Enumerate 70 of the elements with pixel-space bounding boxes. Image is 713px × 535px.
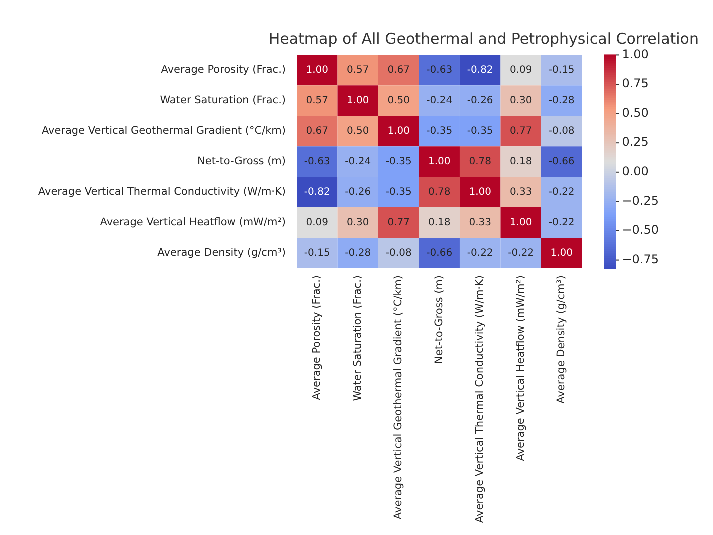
data-label: 0.77 <box>510 126 532 137</box>
color-bar-label: 0.75 <box>622 76 649 91</box>
data-label: 0.33 <box>510 186 532 198</box>
x-tick-label: Average Density (g/cm³) <box>556 276 568 404</box>
data-label: 1.00 <box>550 248 573 259</box>
data-label: -0.63 <box>426 65 453 76</box>
data-label: 0.67 <box>388 65 410 76</box>
data-label: 0.77 <box>388 217 410 228</box>
data-label: -0.22 <box>508 248 534 259</box>
data-label: -0.66 <box>548 156 575 168</box>
data-label: 0.18 <box>510 156 532 168</box>
color-bar-label: 0.00 <box>622 164 649 179</box>
data-label: 0.57 <box>306 96 329 106</box>
data-label: -0.82 <box>467 65 494 76</box>
data-label: 1.00 <box>428 156 451 168</box>
data-label: 0.18 <box>428 217 451 228</box>
data-label: -0.35 <box>467 126 494 137</box>
data-label: -0.35 <box>386 156 412 168</box>
y-tick-label: Average Vertical Heatflow (mW/m²) <box>100 216 286 229</box>
data-label: 1.00 <box>510 217 532 228</box>
y-tick-label: Average Vertical Geothermal Gradient (°C/km) <box>42 125 286 138</box>
data-label: -0.63 <box>304 156 330 168</box>
data-label: 0.50 <box>346 126 370 137</box>
data-label: 0.30 <box>346 217 370 228</box>
data-label: -0.66 <box>426 248 453 259</box>
data-label: 1.00 <box>306 65 329 76</box>
x-tick-label: Net-to-Gross (m) <box>433 276 446 364</box>
data-label: 0.09 <box>510 65 532 76</box>
data-label: 1.00 <box>388 126 410 137</box>
y-tick-label: Water Saturation (Frac.) <box>160 94 286 107</box>
color-bar-label: −0.25 <box>622 194 660 208</box>
data-label: -0.28 <box>345 248 372 259</box>
data-label: 0.78 <box>428 186 451 198</box>
data-label: 0.50 <box>388 96 410 106</box>
color-bar-label: −0.75 <box>622 252 660 266</box>
y-tick-label: Average Porosity (Frac.) <box>161 64 286 76</box>
color-bar-label: 0.25 <box>622 135 649 150</box>
data-label: -0.22 <box>467 248 494 259</box>
y-tick-label: Net-to-Gross (m) <box>198 156 286 168</box>
data-label: 0.57 <box>346 65 370 76</box>
data-label: -0.35 <box>426 126 453 137</box>
data-label: -0.15 <box>304 248 330 259</box>
data-label: -0.82 <box>304 186 330 198</box>
data-label: -0.28 <box>548 96 575 106</box>
data-label: 0.78 <box>469 156 492 168</box>
data-label: -0.24 <box>426 96 453 106</box>
data-label: 1.00 <box>346 96 370 106</box>
data-label: 0.30 <box>510 96 532 106</box>
x-tick-label: Water Saturation (Frac.) <box>352 276 364 402</box>
data-label: 0.67 <box>306 126 329 137</box>
data-label: -0.22 <box>548 217 575 228</box>
y-tick-label: Average Density (g/cm³) <box>158 247 286 259</box>
y-tick-label: Average Vertical Thermal Conductivity (W/m·K) <box>38 186 286 198</box>
color-bar-label: 0.50 <box>622 106 649 120</box>
chart-title: Heatmap of All Geothermal and Petrophysical Correlation <box>268 30 699 48</box>
data-label: -0.26 <box>345 186 372 198</box>
data-label: -0.08 <box>386 248 412 259</box>
data-label: -0.26 <box>467 96 494 106</box>
data-label: 1.00 <box>469 186 492 198</box>
color-bar-label: 1.00 <box>622 47 649 62</box>
data-label: 0.33 <box>469 217 492 228</box>
data-label: -0.15 <box>548 65 575 76</box>
x-tick-label: Average Vertical Thermal Conductivity (W/m·K) <box>474 276 486 524</box>
data-label: -0.24 <box>345 156 372 168</box>
data-label: -0.08 <box>548 126 575 137</box>
x-tick-label: Average Vertical Heatflow (mW/m²) <box>514 276 527 462</box>
color-bar-label: −0.50 <box>622 223 660 238</box>
data-label: -0.35 <box>386 186 412 198</box>
data-label: -0.22 <box>548 186 575 198</box>
data-label: 0.09 <box>306 217 329 228</box>
